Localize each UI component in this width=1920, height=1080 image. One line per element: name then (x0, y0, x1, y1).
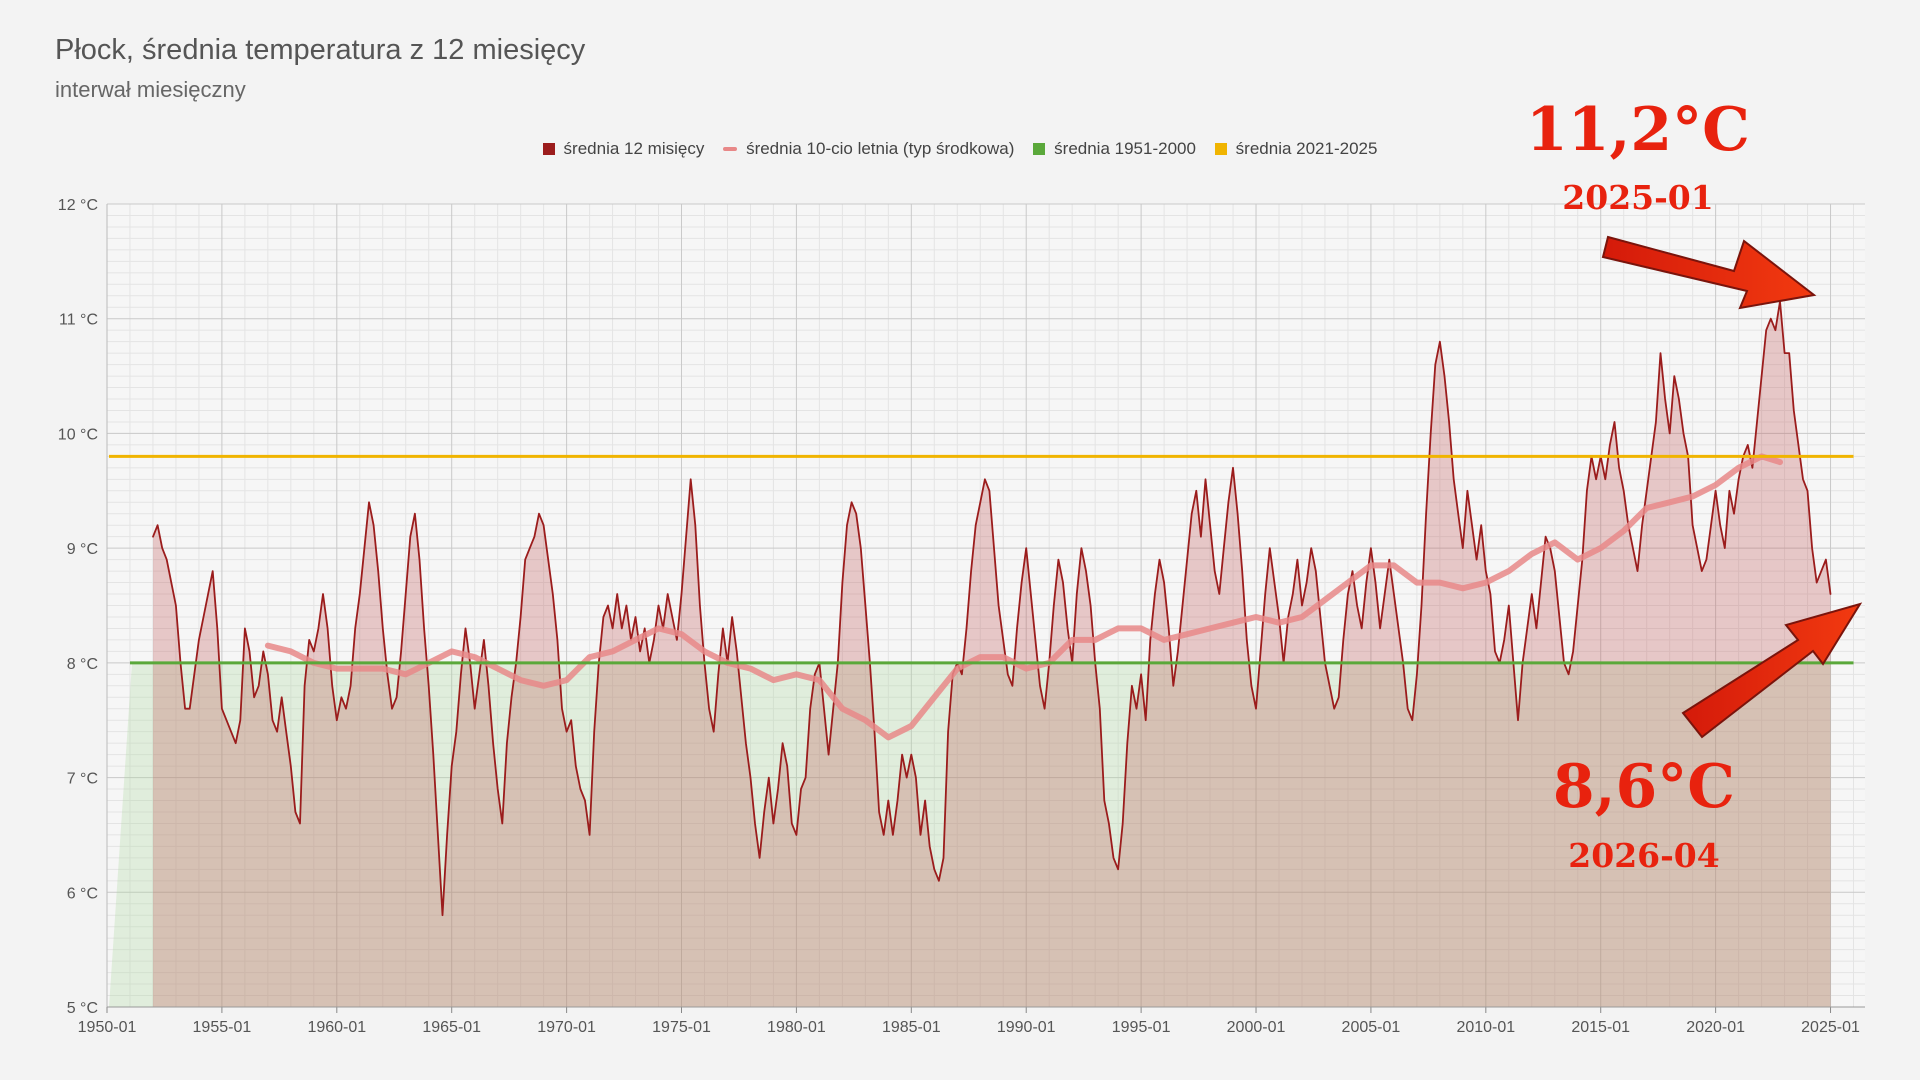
arrow-icon-last (1681, 602, 1863, 739)
legend-label-decade: średnia 10-cio letnia (typ środkowa) (746, 138, 1015, 158)
x-tick-label: 1980-01 (767, 1019, 826, 1036)
x-tick-label: 1970-01 (537, 1019, 596, 1036)
y-tick-label: 5 °C (67, 1000, 98, 1017)
y-tick-label: 7 °C (67, 771, 98, 788)
x-tick-label: 2005-01 (1342, 1019, 1401, 1036)
x-tick-label: 1955-01 (193, 1019, 252, 1036)
legend-swatch-2021-2025 (1214, 142, 1227, 155)
x-tick-label: 1960-01 (307, 1019, 366, 1036)
annotation-last-date: 2026-04 (1568, 836, 1720, 875)
annotation-max-date: 2025-01 (1562, 178, 1714, 217)
area-fill-1951-2000 (109, 662, 1831, 1007)
legend-swatch-1951-2000 (1033, 142, 1046, 155)
reference-lines (109, 454, 1854, 665)
series-line-monthly (152, 300, 1832, 917)
legend-item-decade[interactable]: średnia 10-cio letnia (typ środkowa) (723, 139, 1014, 159)
legend-item-2021-2025[interactable]: średnia 2021-2025 (1214, 138, 1378, 159)
y-tick-label: 10 °C (58, 426, 98, 443)
x-tick-label: 1985-01 (882, 1019, 941, 1036)
legend-item-monthly[interactable]: średnia 12 misięcy (542, 138, 705, 159)
y-axis: 12 °C 11 °C 10 °C 9 °C 8 °C 7 °C 6 °C 5 °C (58, 197, 108, 1017)
legend-item-1951-2000[interactable]: średnia 1951-2000 (1033, 139, 1196, 159)
x-tick-label: 2020-01 (1686, 1019, 1745, 1036)
legend-label-1951-2000: średnia 1951-2000 (1054, 138, 1196, 158)
legend-label-monthly: średnia 12 misięcy (563, 138, 705, 158)
chart-subtitle: interwał miesięczny (55, 77, 246, 102)
y-tick-label: 12 °C (58, 197, 98, 214)
y-tick-label: 9 °C (67, 541, 98, 558)
y-tick-label: 11 °C (59, 312, 98, 329)
legend-label-2021-2025: średnia 2021-2025 (1235, 138, 1378, 158)
legend-swatch-monthly (542, 142, 555, 155)
y-tick-label: 6 °C (67, 885, 98, 902)
annotation-max-value: 11,2°C (1526, 95, 1750, 165)
x-tick-label: 2010-01 (1456, 1019, 1515, 1036)
annotation-last-value: 8,6°C (1552, 752, 1736, 822)
x-tick-label: 1965-01 (422, 1019, 481, 1036)
arrow-icon-max (1601, 235, 1817, 310)
chart-title: Płock, średnia temperatura z 12 miesięcy (55, 34, 586, 66)
x-tick-label: 2015-01 (1571, 1019, 1630, 1036)
x-tick-label: 1990-01 (997, 1019, 1056, 1036)
x-tick-label: 1950-01 (78, 1019, 137, 1036)
x-tick-label: 2025-01 (1801, 1019, 1860, 1036)
legend-swatch-decade (723, 146, 738, 151)
x-axis: 1950-01 1955-01 1960-01 1965-01 1970-01 1975-… (78, 1006, 1865, 1036)
series-line-decade (264, 453, 1783, 741)
x-tick-label: 1975-01 (652, 1019, 711, 1036)
minor-grid (107, 204, 1865, 1007)
area-fill-ramp (109, 662, 132, 1007)
y-tick-label: 8 °C (67, 656, 98, 673)
series-lines (152, 300, 1832, 917)
legend: średnia 12 misięcy średnia 10-cio letnia… (0, 138, 1920, 159)
x-tick-label: 2000-01 (1227, 1019, 1286, 1036)
x-tick-label: 1995-01 (1112, 1019, 1171, 1036)
